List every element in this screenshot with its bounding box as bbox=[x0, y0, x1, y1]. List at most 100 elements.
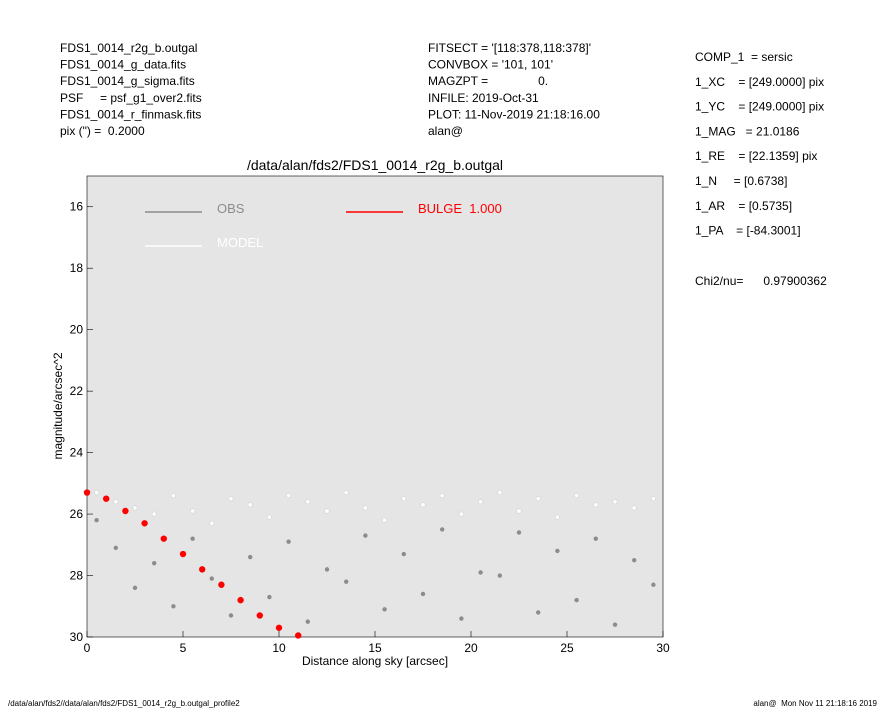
header-line: 1_MAG = 21.0186 bbox=[695, 124, 800, 138]
data-point bbox=[459, 616, 464, 621]
header-line: 1_AR = [0.5735] bbox=[695, 199, 792, 213]
data-point bbox=[94, 490, 100, 495]
data-point bbox=[266, 514, 272, 520]
data-point bbox=[612, 622, 618, 627]
data-point bbox=[420, 502, 426, 508]
y-tick-label: 22 bbox=[70, 384, 84, 398]
header-line: alan@ bbox=[428, 124, 463, 138]
plot-area bbox=[86, 175, 664, 638]
data-point bbox=[113, 499, 119, 505]
data-point bbox=[83, 489, 91, 496]
data-point bbox=[209, 520, 215, 526]
data-point bbox=[631, 505, 637, 511]
header-line: COMP_1 = sersic bbox=[695, 50, 793, 64]
footer-left: /data/alan/fds2//data/alan/fds2/FDS1_001… bbox=[8, 699, 240, 708]
y-tick-label: 30 bbox=[70, 630, 84, 644]
data-point bbox=[132, 505, 138, 511]
legend-label: BULGE 1.000 bbox=[418, 201, 502, 216]
data-point bbox=[497, 573, 502, 578]
header-line: 1_N = [0.6738] bbox=[695, 174, 787, 188]
data-point bbox=[363, 533, 368, 538]
data-point bbox=[574, 493, 579, 499]
data-point bbox=[420, 591, 426, 597]
data-point bbox=[478, 499, 483, 505]
data-point bbox=[286, 539, 291, 544]
x-tick-label: 10 bbox=[272, 641, 286, 655]
data-point bbox=[305, 499, 311, 505]
chart-title: /data/alan/fds2/FDS1_0014_r2g_b.outgal bbox=[247, 157, 503, 173]
data-point bbox=[343, 490, 349, 495]
data-point bbox=[218, 581, 225, 588]
y-tick-label: 28 bbox=[70, 569, 84, 583]
header-line: 1_XC = [249.0000] pix bbox=[695, 75, 824, 89]
data-point bbox=[286, 493, 291, 499]
data-point bbox=[247, 502, 253, 508]
data-point bbox=[382, 607, 387, 612]
data-point bbox=[324, 567, 330, 572]
header-line: 1_PA = [-84.3001] bbox=[695, 224, 801, 238]
data-point bbox=[516, 530, 522, 535]
x-tick-label: 0 bbox=[84, 641, 91, 655]
data-point bbox=[228, 496, 234, 502]
data-point bbox=[295, 632, 302, 639]
header-line: pix (") = 0.2000 bbox=[60, 124, 145, 138]
header-line: FDS1_0014_g_data.fits bbox=[60, 58, 186, 72]
data-point bbox=[305, 619, 310, 624]
x-tick-label: 20 bbox=[464, 641, 478, 655]
data-point bbox=[612, 499, 618, 505]
data-point bbox=[439, 493, 445, 499]
data-point bbox=[228, 613, 234, 618]
data-point bbox=[237, 596, 244, 604]
data-point bbox=[593, 502, 599, 508]
header-line: FDS1_0014_g_sigma.fits bbox=[60, 74, 195, 88]
x-axis-label: Distance along sky [arcsec] bbox=[302, 654, 448, 668]
data-point bbox=[497, 490, 503, 495]
data-point bbox=[651, 496, 656, 502]
header-line: PLOT: 11-Nov-2019 21:18:16.00 bbox=[428, 107, 600, 121]
x-tick-label: 5 bbox=[180, 641, 187, 655]
data-point bbox=[171, 604, 176, 609]
data-point bbox=[535, 496, 541, 502]
footer-right: alan@ Mon Nov 11 21:18:16 2019 bbox=[753, 699, 877, 708]
legend-label: MODEL bbox=[217, 235, 263, 250]
data-point bbox=[199, 566, 206, 573]
data-point bbox=[160, 535, 167, 542]
data-point bbox=[401, 496, 407, 502]
header-line: FDS1_0014_r2g_b.outgal bbox=[60, 41, 197, 55]
data-point bbox=[256, 612, 263, 619]
data-point bbox=[122, 507, 129, 515]
data-point bbox=[190, 536, 195, 541]
chi2: Chi2/nu= 0.97900362 bbox=[695, 274, 827, 288]
y-tick-label: 24 bbox=[70, 446, 84, 460]
data-point bbox=[362, 505, 368, 511]
y-tick-label: 20 bbox=[70, 323, 84, 337]
data-point bbox=[555, 514, 560, 520]
y-tick-label: 18 bbox=[70, 261, 84, 275]
data-point bbox=[170, 493, 176, 499]
header-line: FITSECT = '[118:378,118:378]' bbox=[428, 41, 591, 55]
data-point bbox=[574, 597, 579, 603]
data-point bbox=[632, 557, 637, 563]
data-point bbox=[324, 508, 330, 514]
data-point bbox=[275, 624, 283, 631]
data-point bbox=[132, 585, 138, 591]
data-point bbox=[152, 561, 157, 566]
data-point bbox=[151, 511, 157, 517]
data-point bbox=[555, 548, 560, 554]
data-point bbox=[248, 554, 253, 560]
data-point bbox=[440, 527, 445, 532]
header-line: 1_RE = [22.1359] pix bbox=[695, 149, 817, 163]
header-line: MAGZPT = 0. bbox=[428, 74, 548, 88]
data-point bbox=[593, 536, 598, 541]
legend-label: OBS bbox=[217, 201, 245, 216]
data-point bbox=[103, 495, 110, 502]
y-axis-label: magnitude/arcsec^2 bbox=[51, 352, 65, 459]
data-point bbox=[401, 551, 406, 557]
data-point bbox=[267, 594, 272, 600]
header-line: INFILE: 2019-Oct-31 bbox=[428, 91, 539, 105]
header-line: PSF = psf_g1_over2.fits bbox=[60, 91, 202, 105]
data-point bbox=[190, 508, 196, 514]
data-point bbox=[382, 517, 387, 523]
y-tick-label: 26 bbox=[70, 507, 84, 521]
